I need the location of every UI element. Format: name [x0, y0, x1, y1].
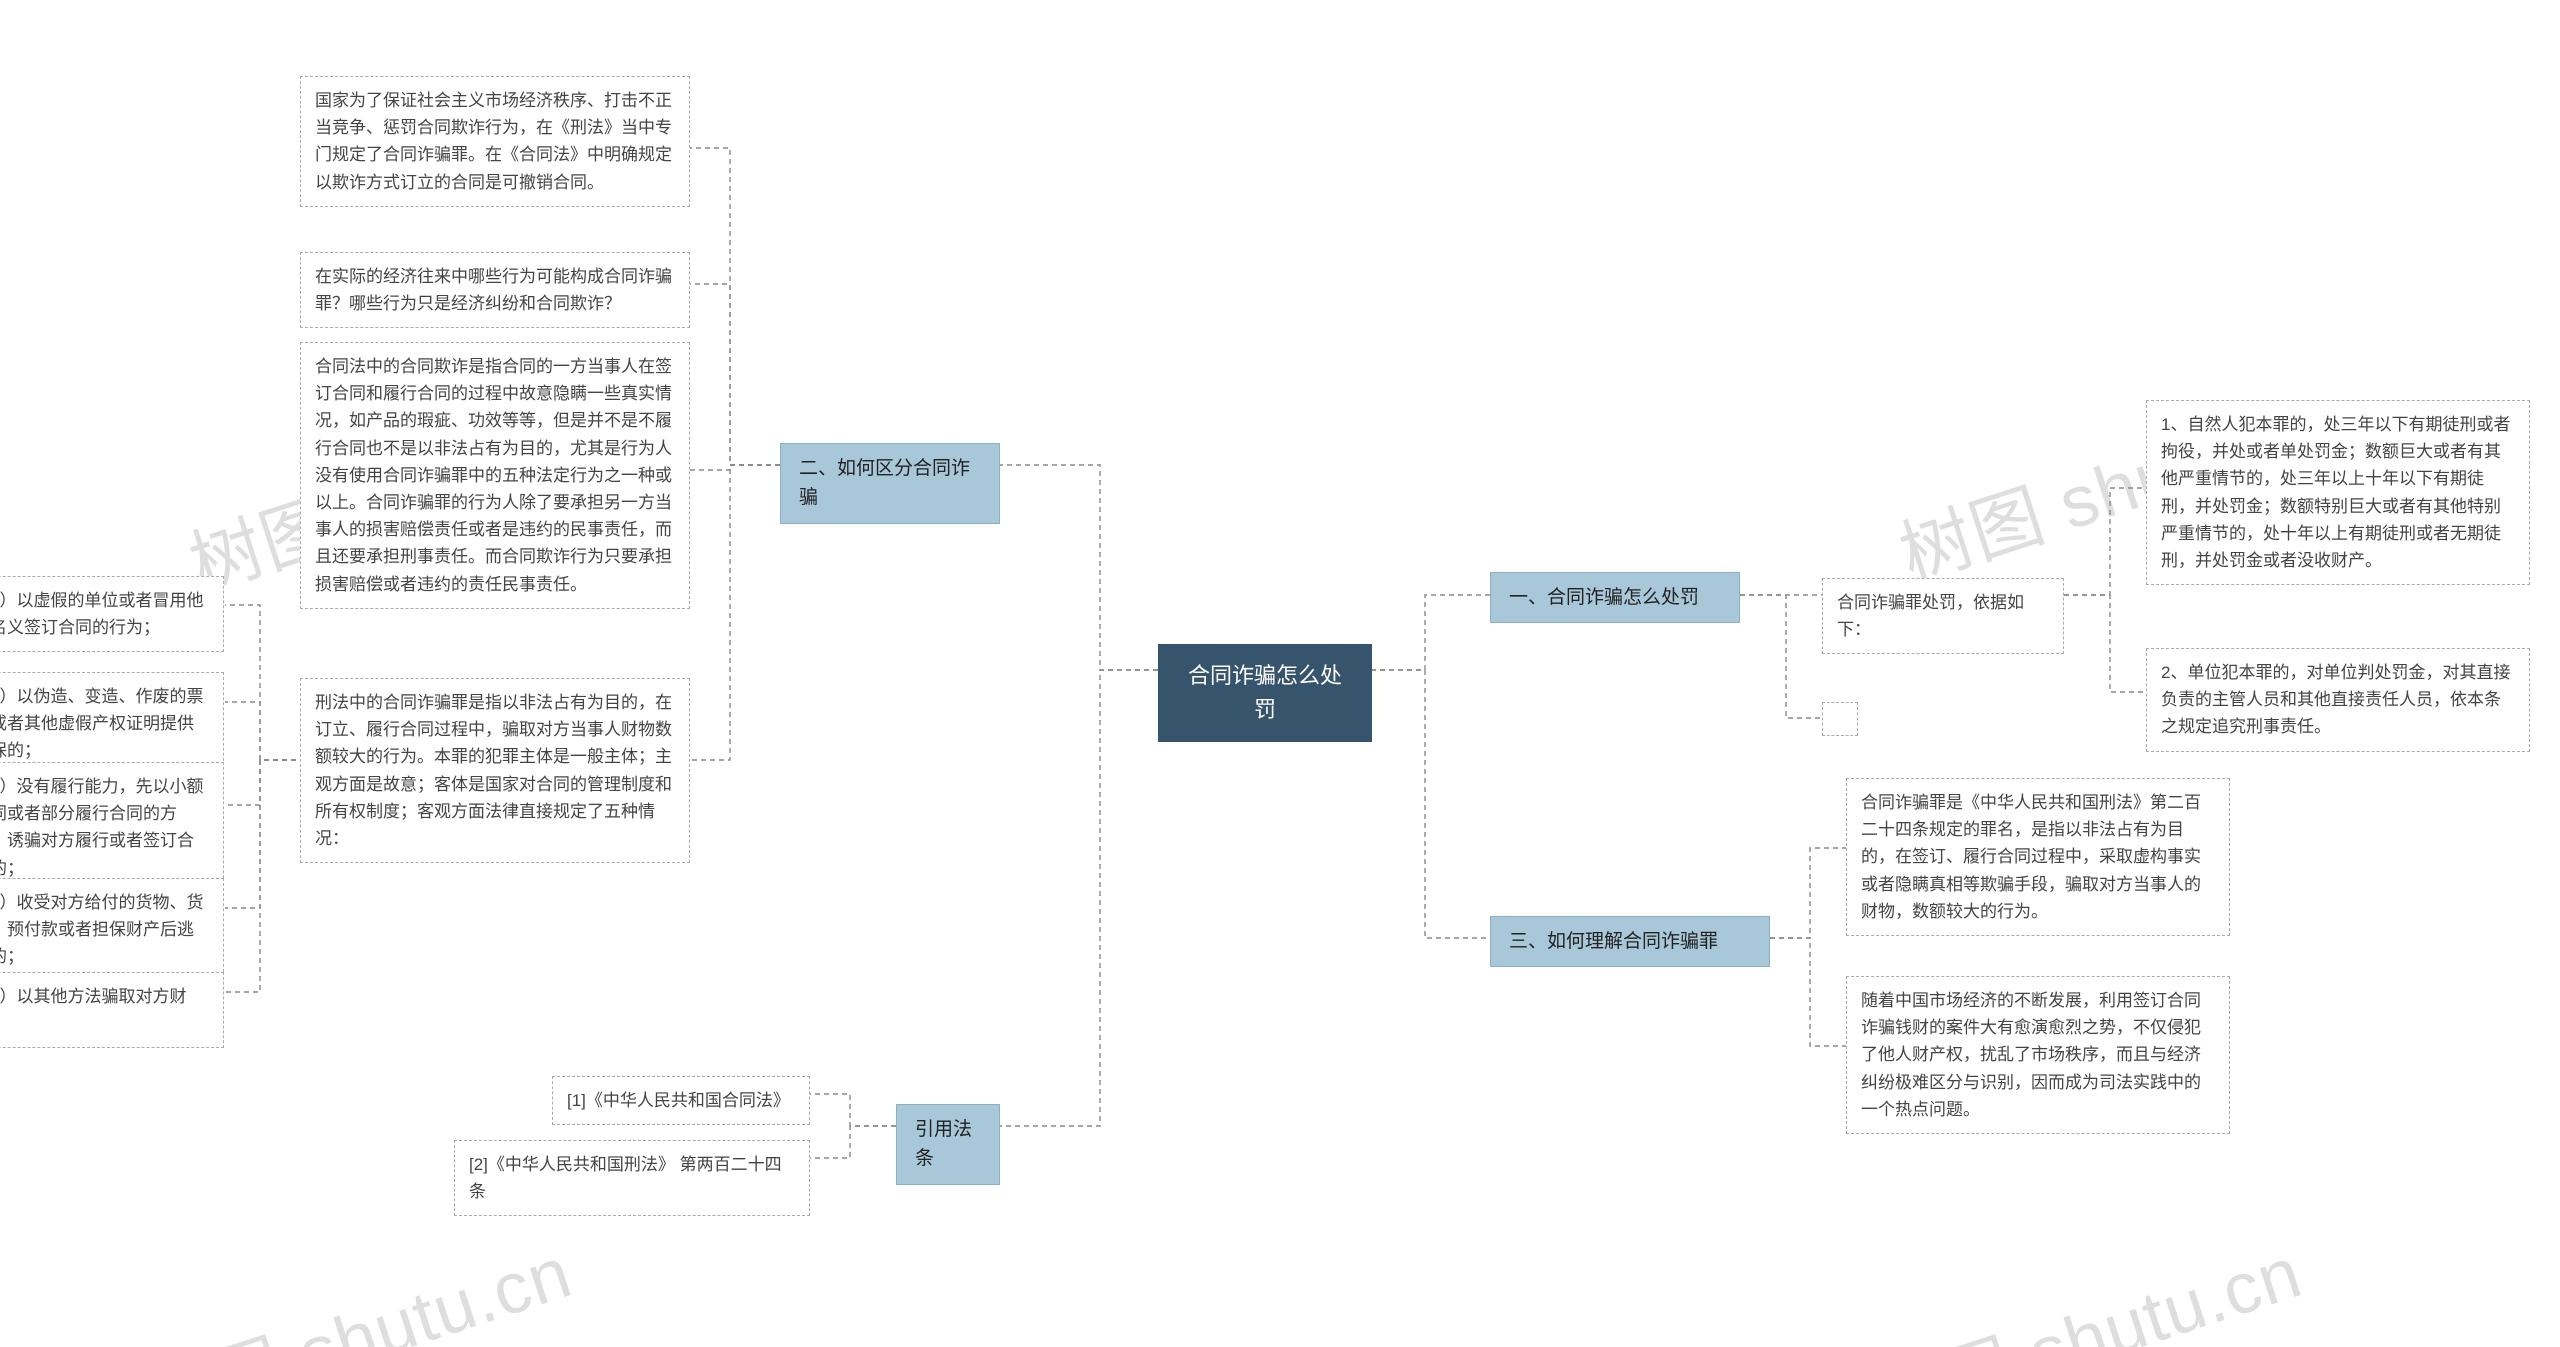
leaf-text: [2]《中华人民共和国刑法》 第两百二十四条	[469, 1155, 782, 1201]
leaf-b2-c4[interactable]: 刑法中的合同诈骗罪是指以非法占有为目的，在订立、履行合同过程中，骗取对方当事人财…	[300, 678, 690, 863]
branch-label: 一、合同诈骗怎么处罚	[1509, 587, 1699, 608]
branch-1[interactable]: 一、合同诈骗怎么处罚	[1490, 572, 1740, 623]
watermark: 树图 shutu.cn	[125, 1213, 583, 1347]
leaf-b4-c1[interactable]: [1]《中华人民共和国合同法》	[552, 1076, 810, 1125]
leaf-b2-c4-d1[interactable]: （1）以虚假的单位或者冒用他人名义签订合同的行为；	[0, 576, 224, 652]
leaf-text: （3）没有履行能力，先以小额合同或者部分履行合同的方法，诱骗对方履行或者签订合同…	[0, 777, 203, 878]
leaf-b2-c3[interactable]: 合同法中的合同欺诈是指合同的一方当事人在签订合同和履行合同的过程中故意隐瞒一些真…	[300, 342, 690, 609]
branch-2[interactable]: 二、如何区分合同诈骗	[780, 443, 1000, 524]
leaf-text: 合同诈骗罪是《中华人民共和国刑法》第二百二十四条规定的罪名，是指以非法占有为目的…	[1861, 793, 2201, 921]
root-label: 合同诈骗怎么处罚	[1188, 663, 1342, 722]
leaf-b2-c1[interactable]: 国家为了保证社会主义市场经济秩序、打击不正当竞争、惩罚合同欺诈行为，在《刑法》当…	[300, 76, 690, 207]
leaf-b1-c1-d1[interactable]: 1、自然人犯本罪的，处三年以下有期徒刑或者拘役，并处或者单处罚金；数额巨大或者有…	[2146, 400, 2530, 585]
leaf-text: 2、单位犯本罪的，对单位判处罚金，对其直接负责的主管人员和其他直接责任人员，依本…	[2161, 663, 2510, 736]
mindmap-canvas: 树图 shutu.cn 树图 shutu.cn 树图 shutu.cn 树图 s…	[0, 0, 2560, 1347]
branch-3[interactable]: 三、如何理解合同诈骗罪	[1490, 916, 1770, 967]
leaf-text: 合同法中的合同欺诈是指合同的一方当事人在签订合同和履行合同的过程中故意隐瞒一些真…	[315, 357, 672, 594]
branch-4[interactable]: 引用法条	[896, 1104, 1000, 1185]
leaf-text: （4）收受对方给付的货物、货款、预付款或者担保财产后逃匿的；	[0, 893, 203, 966]
leaf-text: [1]《中华人民共和国合同法》	[567, 1091, 790, 1110]
branch-label: 三、如何理解合同诈骗罪	[1509, 931, 1718, 952]
leaf-b2-c4-d2[interactable]: （2）以伪造、变造、作废的票据或者其他虚假产权证明提供担保的；	[0, 672, 224, 776]
leaf-b2-c2[interactable]: 在实际的经济往来中哪些行为可能构成合同诈骗罪？哪些行为只是经济纠纷和合同欺诈？	[300, 252, 690, 328]
leaf-text: 1、自然人犯本罪的，处三年以下有期徒刑或者拘役，并处或者单处罚金；数额巨大或者有…	[2161, 415, 2510, 570]
leaf-b1-empty	[1822, 702, 1858, 736]
branch-label: 二、如何区分合同诈骗	[799, 458, 970, 508]
leaf-text: （5）以其他方法骗取对方财产。	[0, 987, 186, 1033]
leaf-b2-c4-d5[interactable]: （5）以其他方法骗取对方财产。	[0, 972, 224, 1048]
leaf-text: 在实际的经济往来中哪些行为可能构成合同诈骗罪？哪些行为只是经济纠纷和合同欺诈？	[315, 267, 672, 313]
leaf-text: （1）以虚假的单位或者冒用他人名义签订合同的行为；	[0, 591, 203, 637]
leaf-b3-c1[interactable]: 合同诈骗罪是《中华人民共和国刑法》第二百二十四条规定的罪名，是指以非法占有为目的…	[1846, 778, 2230, 936]
leaf-b1-c1-d2[interactable]: 2、单位犯本罪的，对单位判处罚金，对其直接负责的主管人员和其他直接责任人员，依本…	[2146, 648, 2530, 752]
leaf-b3-c2[interactable]: 随着中国市场经济的不断发展，利用签订合同诈骗钱财的案件大有愈演愈烈之势，不仅侵犯…	[1846, 976, 2230, 1134]
leaf-text: 国家为了保证社会主义市场经济秩序、打击不正当竞争、惩罚合同欺诈行为，在《刑法》当…	[315, 91, 672, 192]
leaf-b4-c2[interactable]: [2]《中华人民共和国刑法》 第两百二十四条	[454, 1140, 810, 1216]
watermark: 树图 shutu.cn	[1855, 1213, 2313, 1347]
root-node[interactable]: 合同诈骗怎么处罚	[1158, 644, 1372, 742]
branch-label: 引用法条	[915, 1119, 972, 1169]
leaf-text: 刑法中的合同诈骗罪是指以非法占有为目的，在订立、履行合同过程中，骗取对方当事人财…	[315, 693, 672, 848]
leaf-text: （2）以伪造、变造、作废的票据或者其他虚假产权证明提供担保的；	[0, 687, 203, 760]
leaf-b2-c4-d3[interactable]: （3）没有履行能力，先以小额合同或者部分履行合同的方法，诱骗对方履行或者签订合同…	[0, 762, 224, 893]
leaf-b1-c1[interactable]: 合同诈骗罪处罚，依据如下：	[1822, 578, 2064, 654]
leaf-text: 合同诈骗罪处罚，依据如下：	[1837, 593, 2024, 639]
leaf-b2-c4-d4[interactable]: （4）收受对方给付的货物、货款、预付款或者担保财产后逃匿的；	[0, 878, 224, 982]
leaf-text: 随着中国市场经济的不断发展，利用签订合同诈骗钱财的案件大有愈演愈烈之势，不仅侵犯…	[1861, 991, 2201, 1119]
